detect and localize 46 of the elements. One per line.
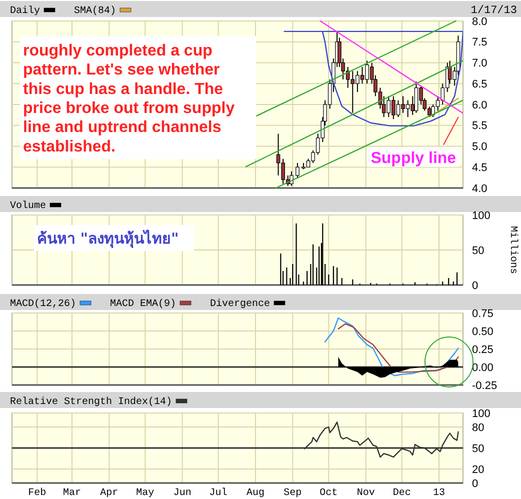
- y-tick-label: 80: [472, 422, 484, 434]
- x-tick-label: Sep: [284, 488, 302, 499]
- legend-label: MACD EMA(9): [110, 298, 176, 310]
- x-tick-label: 13: [433, 488, 446, 499]
- annotation: ค้นหา "ลงทุนหุ้นไทย": [37, 228, 179, 248]
- annotation: roughly completed a cup pattern. Let's see whether this cup has a handle. The price broke out from supply line and uptrend channels established.: [23, 42, 235, 156]
- y-tick-label: 5.5: [472, 120, 488, 132]
- y-tick-label: 0: [472, 280, 478, 292]
- y-axis-title: Millions: [507, 226, 519, 274]
- x-tick-label: Oct: [320, 488, 338, 499]
- x-tick-label: Mar: [62, 488, 81, 499]
- x-tick-label: Dec: [392, 488, 411, 499]
- legend-label: Relative Strength Index(14): [10, 396, 172, 408]
- y-tick-label: 50: [472, 442, 484, 455]
- text: Daily: [10, 5, 40, 17]
- y-tick-label: 5.0: [472, 141, 488, 154]
- legend-label: SMA(84): [74, 5, 116, 17]
- y-tick-label: 6.0: [472, 99, 488, 112]
- y-tick-label: 6.5: [472, 78, 488, 90]
- y-tick-label: 4.0: [472, 182, 488, 195]
- y-tick-label: 0.25: [472, 344, 494, 356]
- y-tick-label: 0.00: [472, 362, 494, 374]
- y-tick-label: 0.75: [472, 308, 494, 320]
- y-tick-label: 8.0: [472, 16, 488, 28]
- y-tick-label: 0.50: [472, 326, 494, 338]
- text: 1/17/13: [470, 5, 517, 17]
- y-tick-label: 100: [472, 210, 490, 222]
- legend-label: Volume: [10, 200, 46, 212]
- x-tick-label: Apr: [100, 488, 118, 499]
- x-tick-label: Feb: [28, 487, 46, 499]
- y-tick-label: -0.25: [472, 380, 498, 392]
- x-tick-label: Nov: [356, 488, 375, 499]
- y-tick-label: 100: [472, 408, 490, 420]
- y-tick-label: 4.5: [472, 162, 488, 174]
- x-tick-label: Jun: [173, 488, 192, 499]
- x-tick-label: Aug: [246, 488, 264, 499]
- y-tick-label: 7.0: [472, 58, 488, 70]
- y-tick-label: 20: [472, 464, 484, 476]
- x-tick-label: May: [136, 488, 154, 499]
- legend-label: MACD(12,26): [10, 298, 76, 310]
- y-tick-label: 50: [472, 244, 484, 257]
- y-tick-label: 0: [472, 478, 478, 490]
- annotation: Supply line: [370, 150, 456, 167]
- x-tick-label: Jul: [209, 487, 228, 499]
- y-tick-label: 7.5: [472, 36, 488, 49]
- legend-label: Divergence: [210, 298, 270, 310]
